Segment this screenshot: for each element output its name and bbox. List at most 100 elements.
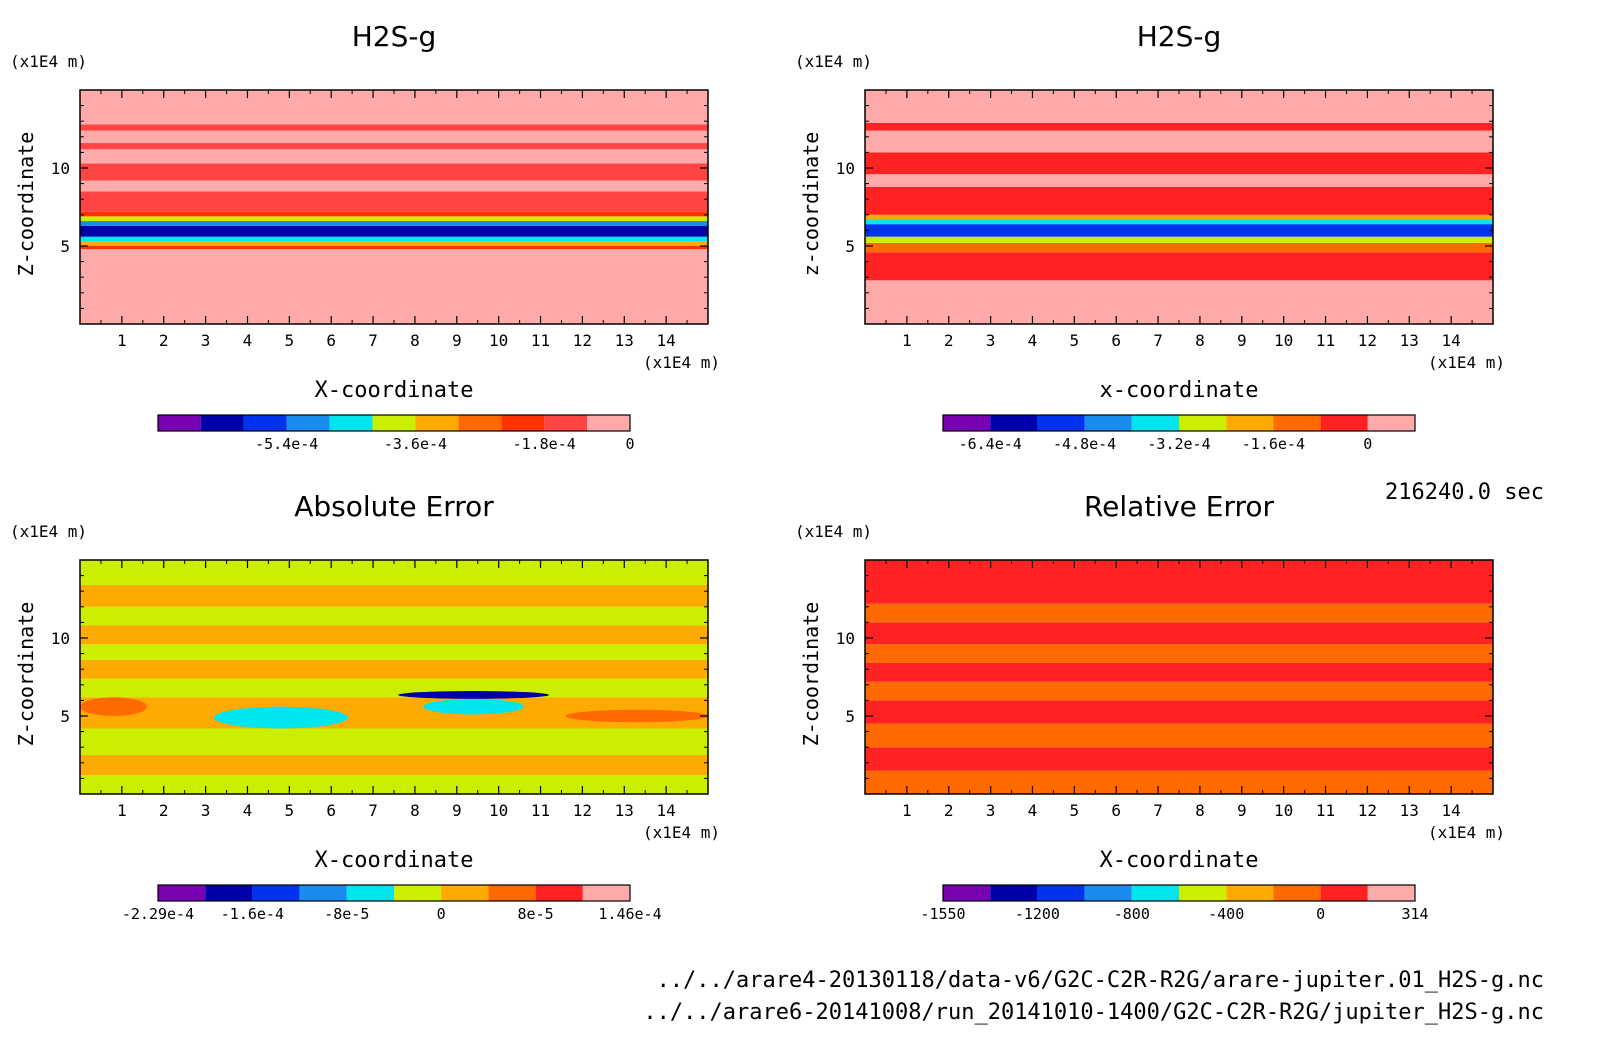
footer-path-1: ../../arare4-20130118/data-v6/G2C-C2R-R2… — [656, 968, 1544, 993]
x-tick-label: 3 — [986, 331, 996, 350]
heatmap-band — [80, 241, 708, 246]
colorbar-frame — [157, 414, 631, 432]
colorbar-tick-label: 314 — [1401, 905, 1428, 923]
colorbar-swatch — [1367, 415, 1415, 431]
heatmap-band — [865, 122, 1493, 131]
x-tick-label: 10 — [1274, 801, 1293, 820]
colorbar-swatch — [346, 885, 394, 901]
colorbar-tick-label: -2.29e-4 — [122, 905, 194, 923]
heatmap-band — [80, 584, 708, 607]
colorbar-swatch — [990, 885, 1038, 901]
y-unit-label: (x1E4 m) — [795, 52, 872, 71]
x-unit-label: (x1E4 m) — [1428, 353, 1505, 372]
colorbar-swatch — [1179, 885, 1227, 901]
chart-title: H2S-g — [352, 20, 437, 53]
colorbar-swatch — [1273, 885, 1321, 901]
colorbar-swatch — [544, 415, 588, 431]
x-unit-label: (x1E4 m) — [1428, 823, 1505, 842]
heatmap-band — [865, 280, 1493, 324]
y-axis-label: Z-coordinate — [14, 132, 38, 277]
colorbar-swatch — [943, 885, 991, 901]
x-tick-label: 5 — [285, 801, 295, 820]
heatmap-band — [865, 242, 1493, 253]
heatmap-band — [865, 622, 1493, 645]
x-tick-label: 14 — [657, 801, 676, 820]
heatmap-field — [80, 90, 708, 324]
heatmap-band — [80, 775, 708, 794]
colorbar-swatch — [1037, 885, 1085, 901]
colorbar-tick-label: -800 — [1114, 905, 1150, 923]
colorbar-swatch — [1273, 415, 1321, 431]
chart-panel-2: H2S-g(x1E4 m)1 2 3 4 5 6 7 8 9 10 11 12 13 14510(x1E4… — [795, 20, 1505, 453]
heatmap-band — [80, 606, 708, 626]
x-tick-label: 6 — [1111, 801, 1121, 820]
colorbar-swatch — [990, 415, 1038, 431]
colorbar-swatch — [488, 885, 536, 901]
x-tick-label: 7 — [1153, 331, 1163, 350]
heatmap-field — [865, 90, 1493, 324]
colorbar-swatch — [200, 415, 244, 431]
heatmap-band — [865, 224, 1493, 237]
colorbar-frame — [942, 884, 1416, 902]
heatmap-band — [80, 678, 708, 698]
heatmap-band — [80, 191, 708, 212]
colorbar-swatch — [1367, 885, 1415, 901]
colorbar-tick-label: -1200 — [1015, 905, 1060, 923]
x-tick-label: 11 — [1316, 801, 1335, 820]
heatmap-band — [865, 681, 1493, 701]
x-axis-label: X-coordinate — [315, 378, 474, 403]
colorbar: -6.4e-4 -4.8e-4 -3.2e-4 -1.6e-4 0 — [942, 414, 1416, 453]
colorbar-swatch — [1320, 415, 1368, 431]
heatmap-band — [80, 163, 708, 181]
y-tick-label: 10 — [51, 159, 70, 178]
x-tick-label: 4 — [1028, 331, 1038, 350]
heatmap-band — [80, 755, 708, 776]
colorbar-swatch — [1131, 885, 1179, 901]
y-tick-label: 5 — [60, 707, 70, 726]
x-tick-label: 7 — [1153, 801, 1163, 820]
x-tick-label: 13 — [615, 801, 634, 820]
heatmap-band — [865, 770, 1493, 794]
heatmap-band — [865, 152, 1493, 175]
x-tick-label: 9 — [1237, 331, 1247, 350]
colorbar-swatch — [441, 885, 489, 901]
heatmap-band — [865, 214, 1493, 220]
colorbar-tick-label: -1.6e-4 — [221, 905, 284, 923]
colorbar-tick-label: -8e-5 — [324, 905, 369, 923]
colorbar-tick-label: -6.4e-4 — [959, 435, 1022, 453]
x-tick-label: 5 — [1070, 331, 1080, 350]
x-tick-label: 4 — [1028, 801, 1038, 820]
heatmap-band — [80, 225, 708, 237]
x-tick-label: 1 — [117, 801, 127, 820]
colorbar-swatch — [243, 415, 287, 431]
colorbar-swatch — [1320, 885, 1368, 901]
x-axis-label: x-coordinate — [1100, 378, 1259, 403]
x-tick-label: 4 — [243, 331, 253, 350]
y-tick-label: 10 — [836, 159, 855, 178]
colorbar-swatch — [205, 885, 253, 901]
x-tick-label: 6 — [326, 801, 336, 820]
x-tick-label: 14 — [1442, 331, 1461, 350]
y-unit-label: (x1E4 m) — [10, 522, 87, 541]
heatmap-band — [80, 211, 708, 217]
heatmap-field — [865, 560, 1493, 794]
colorbar-swatch — [415, 415, 459, 431]
x-tick-label: 8 — [1195, 801, 1205, 820]
colorbar-swatch — [1179, 415, 1227, 431]
heatmap-band — [80, 130, 708, 144]
heatmap-band — [80, 659, 708, 679]
colorbar-swatch — [535, 885, 583, 901]
x-tick-label: 7 — [368, 801, 378, 820]
x-tick-label: 14 — [657, 331, 676, 350]
colorbar: -5.4e-4 -3.6e-4 -1.8e-4 0 — [157, 414, 635, 453]
colorbar-swatch — [394, 885, 442, 901]
heatmap-blob — [398, 691, 549, 699]
heatmap-band — [865, 700, 1493, 724]
y-tick-label: 5 — [845, 707, 855, 726]
x-tick-label: 10 — [489, 331, 508, 350]
x-tick-label: 2 — [944, 801, 954, 820]
x-tick-label: 1 — [117, 331, 127, 350]
colorbar-tick-label: -1.8e-4 — [513, 435, 576, 453]
colorbar-swatch — [299, 885, 347, 901]
